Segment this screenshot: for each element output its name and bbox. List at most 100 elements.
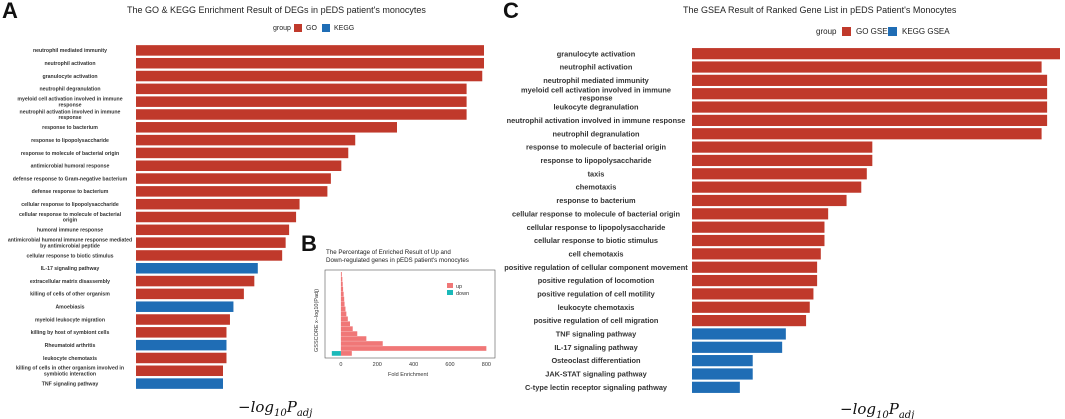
panel-a-category-label: myeloid cell activation involved in immu… (17, 97, 122, 109)
panel-a-category-label: killing by host of symbiont cells (31, 330, 110, 336)
panel-b-bar-up (340, 296, 345, 302)
panel-a-bar (136, 186, 328, 197)
panel-a-category-label: defense response to Gram-negative bacter… (13, 176, 128, 182)
panel-a-bar (136, 173, 331, 184)
panel-a-category-label: killing of cells of other organism (30, 292, 110, 298)
panel-c-category-label: positive regulation of locomotion (538, 276, 655, 285)
panel-c-labels: granulocyte activation neutrophil activat… (504, 49, 688, 392)
panel-a-bar (136, 224, 290, 236)
panel-c-legend-swatch-go (842, 27, 851, 36)
panel-c-bar (692, 341, 783, 353)
panel-a-bar (136, 275, 255, 287)
panel-a-xlabel-base: 10 (274, 408, 287, 419)
panel-a-category-label: Rheumatoid arthritis (45, 343, 96, 349)
panel-c-category-label: cellular response to lipopolysaccharide (527, 223, 666, 232)
panel-a-category-label: cellular response to molecule of bacteri… (19, 212, 122, 224)
panel-c-bar (692, 314, 807, 327)
panel-c-bar (692, 248, 821, 260)
panel-b-bars (331, 272, 487, 356)
panel-c-category-label: Osteoclast differentiation (551, 356, 641, 365)
panel-a-bar (136, 288, 244, 300)
panel-c-bar (692, 48, 1060, 60)
panel-c-bar (692, 74, 1048, 86)
panel-b-legend-swatch-up (447, 283, 453, 288)
panel-c-category-label: response to lipopolysaccharide (541, 156, 652, 165)
panel-b-bar-up (340, 331, 358, 336)
panel-b-bar-up (340, 316, 348, 322)
panel-a-title: The GO & KEGG Enrichment Result of DEGs … (127, 5, 426, 15)
panel-c-category-label: taxis (588, 169, 605, 178)
panel-b-bar-up (340, 326, 353, 332)
panel-a-bar (136, 160, 342, 171)
panel-a-bar (136, 134, 356, 146)
panel-a-xlabel-adj: adj (297, 408, 312, 419)
panel-b-bar-up (340, 341, 383, 346)
panel-c-category-label: chemotaxis (576, 183, 617, 192)
panel-c-bar (692, 114, 1048, 127)
panel-b-bar-up (340, 311, 347, 317)
panel-c-legend-label-kegg: KEGG GSEA (902, 27, 950, 36)
panel-b-bar-up (340, 301, 345, 307)
panel-a-category-label: neutrophil degranulation (39, 87, 100, 93)
panel-c-category-label: positive regulation of cellular componen… (504, 263, 688, 272)
panel-a-category-label: neutrophil activation involved in immune… (20, 109, 121, 121)
panel-b-bar-up (340, 286, 344, 292)
panel-a-labels: neutrophil mediated immunity neutrophil a… (8, 48, 132, 387)
panel-a-bar (136, 339, 227, 351)
panel-a-category-label: response to lipopolysaccharide (31, 138, 109, 144)
panel-a-bar (136, 57, 484, 69)
panel-c-category-label: neutrophil degranulation (552, 129, 640, 138)
panel-a-legend-label-go: GO (306, 25, 317, 32)
panel-a-category-label: leukocyte chemotaxis (43, 356, 97, 362)
panel-c-category-label: neutrophil mediated immunity (543, 76, 649, 85)
panel-b-bar-up (340, 336, 367, 341)
panel-b-xtick-label: 0 (339, 362, 342, 368)
panel-b-bar-up (340, 306, 346, 312)
panel-a-bar (136, 45, 484, 56)
panel-a-category-label: myeloid leukocyte migration (35, 317, 105, 323)
panel-a-xlabel: −log10Padj (238, 398, 312, 419)
panel-b-xtick-label: 600 (445, 362, 454, 368)
panel-c-bar (692, 288, 814, 300)
panel-b-xtick-label: 400 (409, 362, 418, 368)
panel-a-category-label: TNF signaling pathway (42, 381, 99, 387)
panel-a-category-label: response to molecule of bacterial origin (21, 151, 119, 157)
panel-c-bar (692, 141, 873, 153)
panel-a-bar (136, 109, 467, 120)
panel-b-bar-up (340, 321, 350, 327)
panel-b-title-line2: Down-regulated genes in pEDS patient's m… (326, 257, 469, 264)
panel-a-bars (136, 45, 484, 389)
panel-c-bar (692, 261, 818, 273)
panel-c-bar (692, 301, 810, 313)
panel-a-bar (136, 211, 297, 223)
panel-b-ticks: 0 200 400 600 800 (339, 362, 491, 368)
panel-a-bar (136, 301, 234, 312)
panel-a-bar (136, 365, 223, 377)
panel-a-category-label: neutrophil activation (44, 61, 95, 67)
panel-c-bar (692, 181, 862, 193)
panel-b-legend-label-down: down (456, 291, 469, 297)
panel-b-bar-up (340, 272, 342, 277)
panel-a-bar (136, 237, 286, 248)
panel-c-category-label: granulocyte activation (557, 49, 636, 58)
panel-b-bar-up (340, 351, 352, 356)
panel-a-bar (136, 327, 227, 338)
panel-b-xtick-label: 800 (482, 362, 491, 368)
panel-c-bar (692, 61, 1042, 73)
panel-b-title-line1: The Percentage of Enriched Result of Up … (326, 249, 451, 256)
panel-c-xlabel: −log10Padj (840, 400, 914, 419)
panel-b-letter: B (301, 231, 317, 256)
panel-a-category-label: defense response to bacterium (32, 189, 109, 195)
panel-b-bar-up (340, 281, 343, 287)
panel-c-category-label: leukocyte chemotaxis (558, 303, 635, 312)
panel-a-category-label: extracellular matrix disassembly (30, 279, 110, 285)
panel-c-bar (692, 234, 825, 247)
panel-b-bar-up (340, 291, 344, 297)
panel-a-category-label: neutrophil mediated immunity (33, 48, 107, 54)
panel-a-category-label: cellular response to lipopolysaccharide (21, 202, 119, 208)
panel-a-category-label: killing of cells in other organism invol… (16, 366, 124, 378)
panel-c-category-label: response to molecule of bacterial origin (526, 143, 667, 152)
panel-b-bar-up (340, 346, 487, 351)
panel-a-bar (136, 147, 349, 159)
